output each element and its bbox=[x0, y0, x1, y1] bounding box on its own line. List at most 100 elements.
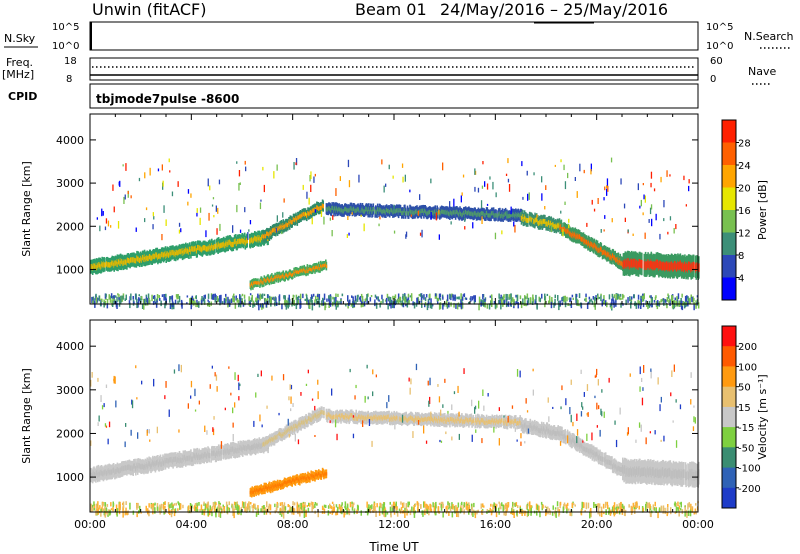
speckle bbox=[347, 159, 350, 168]
echo-core-cell bbox=[418, 417, 421, 422]
scatter-cell bbox=[522, 298, 524, 304]
echo-core-cell bbox=[255, 236, 257, 242]
speckle bbox=[450, 221, 452, 225]
speckle bbox=[217, 207, 219, 214]
echo-core-cell bbox=[300, 214, 302, 219]
scatter-cell bbox=[352, 296, 354, 303]
echo-core-cell bbox=[407, 211, 410, 216]
scatter-cell bbox=[520, 301, 523, 309]
speckle bbox=[127, 191, 129, 194]
echo-core-cell bbox=[565, 435, 567, 441]
scatter-cell bbox=[677, 293, 680, 299]
scatter-cell bbox=[397, 293, 400, 300]
scatter-cell bbox=[416, 297, 419, 304]
speckle bbox=[213, 215, 215, 218]
echo-core-cell bbox=[291, 220, 293, 225]
scatter-cell bbox=[393, 296, 396, 301]
echo-core-cell bbox=[309, 476, 311, 481]
speckle bbox=[474, 186, 476, 192]
speckle bbox=[323, 216, 325, 225]
echo-core-cell bbox=[289, 272, 292, 276]
speckle bbox=[659, 233, 661, 240]
scatter-cell bbox=[452, 295, 454, 301]
scatter-cell bbox=[569, 298, 571, 303]
scatter-cell bbox=[249, 303, 251, 307]
scatter-cell bbox=[612, 296, 614, 301]
scatter-cell bbox=[177, 300, 179, 305]
scatter-cell bbox=[333, 297, 336, 305]
speckle bbox=[421, 229, 423, 238]
echo-band bbox=[622, 457, 700, 488]
speckle bbox=[568, 224, 570, 229]
speckle bbox=[273, 171, 275, 179]
scatter-cell bbox=[527, 297, 530, 304]
scatter-cell bbox=[119, 299, 121, 303]
echo-core-cell bbox=[350, 413, 353, 418]
scatter-cell bbox=[239, 297, 242, 305]
speckle bbox=[216, 228, 218, 235]
speckle bbox=[591, 199, 593, 205]
scatter-cell bbox=[597, 293, 599, 297]
echo-core-cell bbox=[152, 460, 154, 466]
scatter-cell bbox=[243, 294, 246, 299]
scatter-cell bbox=[488, 303, 491, 310]
echo-core-cell bbox=[160, 461, 162, 467]
speckle bbox=[501, 230, 503, 235]
scatter-cell bbox=[236, 298, 238, 303]
speckle bbox=[590, 163, 592, 172]
scatter-cell bbox=[616, 293, 619, 300]
speckle bbox=[190, 193, 192, 198]
scatter-cell bbox=[409, 295, 412, 298]
scatter-cell bbox=[164, 302, 166, 309]
speckle bbox=[660, 176, 662, 183]
scatter-cell bbox=[212, 293, 215, 300]
scatter-cell bbox=[692, 296, 694, 303]
echo-core-cell bbox=[93, 472, 96, 478]
echo-core-cell bbox=[169, 457, 171, 463]
scatter-cell bbox=[238, 299, 240, 306]
speckle bbox=[211, 204, 214, 207]
echo-core-cell bbox=[502, 214, 504, 219]
speckle bbox=[430, 212, 432, 220]
scatter-cell bbox=[460, 302, 463, 309]
scatter-cell bbox=[674, 297, 676, 301]
echo-core-cell bbox=[404, 211, 407, 216]
scatter-cell bbox=[154, 301, 157, 305]
scatter-cell bbox=[424, 297, 427, 302]
echo-core-cell bbox=[281, 433, 283, 438]
scatter-cell bbox=[482, 294, 484, 300]
scatter-cell bbox=[374, 299, 376, 307]
echo-core-cell bbox=[200, 246, 202, 252]
y-axis-title: Slant Range [km] bbox=[20, 161, 33, 257]
scatter-cell bbox=[517, 302, 519, 309]
scatter-cell bbox=[683, 301, 686, 309]
scatter-cell bbox=[318, 298, 320, 304]
scatter-cell bbox=[268, 295, 271, 303]
speckle bbox=[649, 207, 652, 215]
speckle bbox=[554, 164, 556, 167]
scatter-cell bbox=[211, 294, 214, 300]
scatter-cell bbox=[388, 296, 390, 301]
speckle bbox=[263, 184, 265, 193]
scatter-cell bbox=[398, 296, 401, 302]
scatter-cell bbox=[600, 295, 602, 302]
scatter-cell bbox=[508, 296, 510, 300]
speckle bbox=[402, 176, 404, 183]
scatter-cell bbox=[559, 300, 561, 307]
scatter-cell bbox=[251, 294, 253, 301]
echo-core-cell bbox=[449, 416, 452, 422]
echo-core-cell bbox=[277, 484, 280, 488]
speckle bbox=[688, 185, 690, 192]
speckle bbox=[388, 164, 390, 170]
scatter-cell bbox=[593, 302, 596, 308]
speckle bbox=[238, 183, 240, 191]
colorbar-title: Power [dB] bbox=[756, 180, 769, 240]
scatter-cell bbox=[124, 298, 126, 301]
scatter-cell bbox=[322, 297, 324, 302]
scatter-cell bbox=[682, 301, 685, 305]
echo-core-cell bbox=[116, 467, 119, 473]
echo-core-cell bbox=[516, 420, 519, 426]
scatter-cell bbox=[174, 299, 177, 304]
scatter-cell bbox=[633, 294, 635, 299]
